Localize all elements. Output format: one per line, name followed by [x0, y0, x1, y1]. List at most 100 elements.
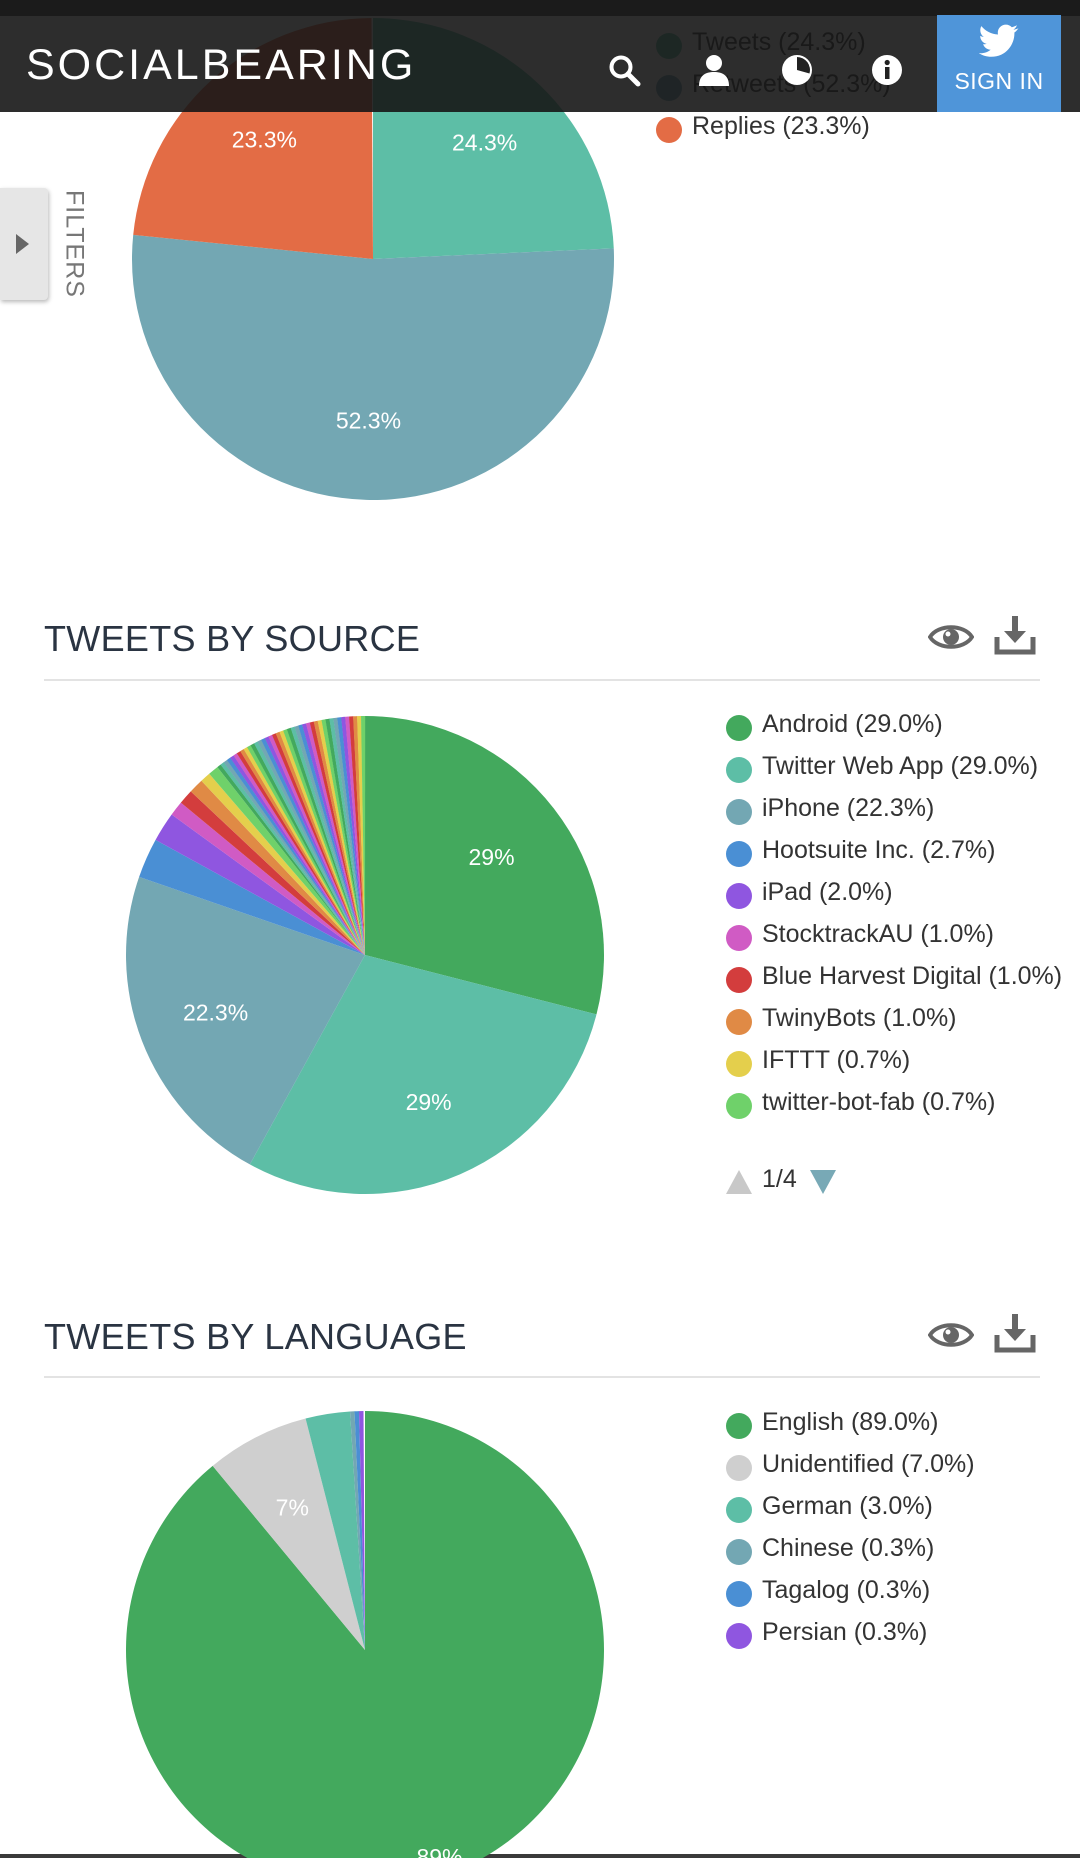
pie-slice-persian[interactable]: [358, 1411, 365, 1650]
pie-slice-unidentified[interactable]: [212, 1418, 365, 1650]
view-eye-icon[interactable]: [927, 1319, 975, 1355]
pie-slice-other-source[interactable]: [321, 719, 365, 955]
pie-slice-other-source[interactable]: [325, 718, 365, 955]
pie-slice-other-source[interactable]: [283, 729, 365, 955]
socialbearing-logo[interactable]: SOCIALBEARING: [26, 43, 456, 87]
download-icon[interactable]: [994, 615, 1036, 659]
pie-slice-german[interactable]: [305, 1411, 365, 1650]
section-divider-language: [44, 1376, 1040, 1378]
legend-label: Blue Harvest Digital (1.0%): [762, 962, 1063, 990]
legend-label: Twitter Web App (29.0%): [762, 752, 1039, 780]
legend-label: Unidentified (7.0%): [762, 1450, 975, 1478]
bottom-edge: [0, 1854, 1080, 1858]
pie-slice-other-source[interactable]: [298, 724, 365, 955]
filters-toggle-button[interactable]: [0, 188, 48, 300]
pie-slice-twitter-web-app[interactable]: [249, 955, 597, 1194]
pie-slice-other-source[interactable]: [250, 743, 365, 955]
legend-swatch: [726, 1009, 752, 1035]
legend-swatch: [726, 1093, 752, 1119]
pie-slice-other-source[interactable]: [333, 717, 365, 955]
slice-data-label: 7%: [276, 1494, 309, 1520]
legend-label: IFTTT (0.7%): [762, 1046, 911, 1074]
pie-slice-twitter-bot-fab[interactable]: [209, 767, 365, 955]
search-icon[interactable]: [602, 48, 646, 92]
pie-slice-other-source[interactable]: [305, 722, 365, 955]
legend-label: Persian (0.3%): [762, 1618, 928, 1646]
pie-slice-other-source[interactable]: [217, 764, 365, 955]
pie-slice-other-source[interactable]: [313, 720, 365, 955]
pager-label: 1/4: [762, 1165, 797, 1193]
legend-swatch: [726, 715, 752, 741]
pie-slice-android[interactable]: [365, 716, 604, 1015]
pie-slice-blue-harvest-digital[interactable]: [180, 791, 365, 955]
legend-label: Tagalog (0.3%): [762, 1576, 931, 1604]
legend-label: twitter-bot-fab (0.7%): [762, 1088, 996, 1116]
logo-text: SOCIALBEARING: [26, 43, 416, 87]
slice-data-label: 29%: [406, 1089, 452, 1115]
legend-label: English (89.0%): [762, 1408, 939, 1436]
pie-slice-other-source[interactable]: [337, 717, 365, 955]
legend-swatch: [726, 799, 752, 825]
pie-slice-ipad[interactable]: [155, 814, 365, 955]
twitter-bird-icon: [979, 24, 1019, 57]
pie-slice-ifttt[interactable]: [201, 773, 365, 955]
pie-slice-retweets[interactable]: [132, 234, 614, 501]
view-eye-icon[interactable]: [927, 621, 975, 657]
legend-swatch: [726, 1539, 752, 1565]
pie-slice-chinese[interactable]: [349, 1411, 365, 1650]
pager-up-arrow-icon[interactable]: [726, 1170, 752, 1194]
pie-slice-stocktrackau[interactable]: [171, 802, 365, 955]
pie-slice-other-source[interactable]: [226, 757, 365, 955]
pie-slice-other-source[interactable]: [240, 749, 365, 955]
pie-slice-other-source[interactable]: [233, 753, 365, 955]
pie-slice-other-source[interactable]: [329, 718, 365, 955]
legend-label: Chinese (0.3%): [762, 1534, 935, 1562]
pie-slice-other-source[interactable]: [279, 730, 365, 955]
pie-slice-other-source[interactable]: [357, 716, 365, 955]
legend-swatch: [726, 1051, 752, 1077]
pie-slice-other-source[interactable]: [317, 719, 365, 955]
legend-swatch: [726, 841, 752, 867]
pie-slice-other-source[interactable]: [286, 727, 365, 955]
pie-slice-other-source[interactable]: [230, 755, 365, 955]
pie-slice-other-source[interactable]: [220, 762, 365, 955]
pager-down-arrow-icon[interactable]: [810, 1170, 836, 1194]
legend-label: iPhone (22.3%): [762, 794, 935, 822]
pie-slice-other-source[interactable]: [345, 716, 365, 955]
pie-slice-other-source[interactable]: [247, 745, 365, 955]
pie-slice-other-source[interactable]: [290, 726, 365, 955]
pie-slice-other-source[interactable]: [294, 725, 365, 955]
pie-slice-twinybots[interactable]: [190, 780, 365, 955]
pie-slice-english[interactable]: [126, 1411, 604, 1858]
pie-slice-other-source[interactable]: [261, 737, 365, 955]
pie-slice-other-source[interactable]: [243, 747, 365, 955]
pie-slice-other-source[interactable]: [272, 733, 365, 955]
pie-slice-other-source[interactable]: [223, 759, 365, 955]
filters-label[interactable]: FILTERS: [60, 190, 89, 298]
pie-slice-other-source[interactable]: [341, 716, 365, 955]
pie-slice-other-source[interactable]: [361, 715, 366, 955]
pie-slice-other-source[interactable]: [309, 721, 365, 955]
pie-slice-other-source[interactable]: [302, 723, 365, 955]
pie-slice-other-source[interactable]: [236, 751, 365, 955]
sign-in-button[interactable]: SIGN IN: [937, 15, 1061, 112]
legend-swatch: [726, 1581, 752, 1607]
legend-swatch: [656, 117, 682, 143]
pie-slice-other-source[interactable]: [275, 731, 365, 955]
pie-slice-iphone[interactable]: [126, 876, 366, 1165]
pie-slice-other-source[interactable]: [257, 739, 365, 955]
download-icon[interactable]: [994, 1313, 1036, 1357]
legend-swatch: [726, 967, 752, 993]
pie-slice-other-source[interactable]: [349, 716, 365, 955]
pie-slice-tagalog[interactable]: [354, 1411, 365, 1650]
slice-data-label: 52.3%: [336, 407, 401, 433]
user-icon[interactable]: [692, 48, 736, 92]
pie-slice-other-source[interactable]: [353, 716, 365, 955]
legend-label: TwinyBots (1.0%): [762, 1004, 957, 1032]
info-icon[interactable]: [865, 48, 909, 92]
pie-slice-other-source[interactable]: [264, 736, 365, 955]
pie-chart-icon[interactable]: [775, 48, 819, 92]
pie-slice-other-source[interactable]: [268, 734, 365, 955]
pie-slice-other-source[interactable]: [254, 741, 365, 955]
pie-slice-hootsuite-inc-[interactable]: [139, 839, 365, 955]
